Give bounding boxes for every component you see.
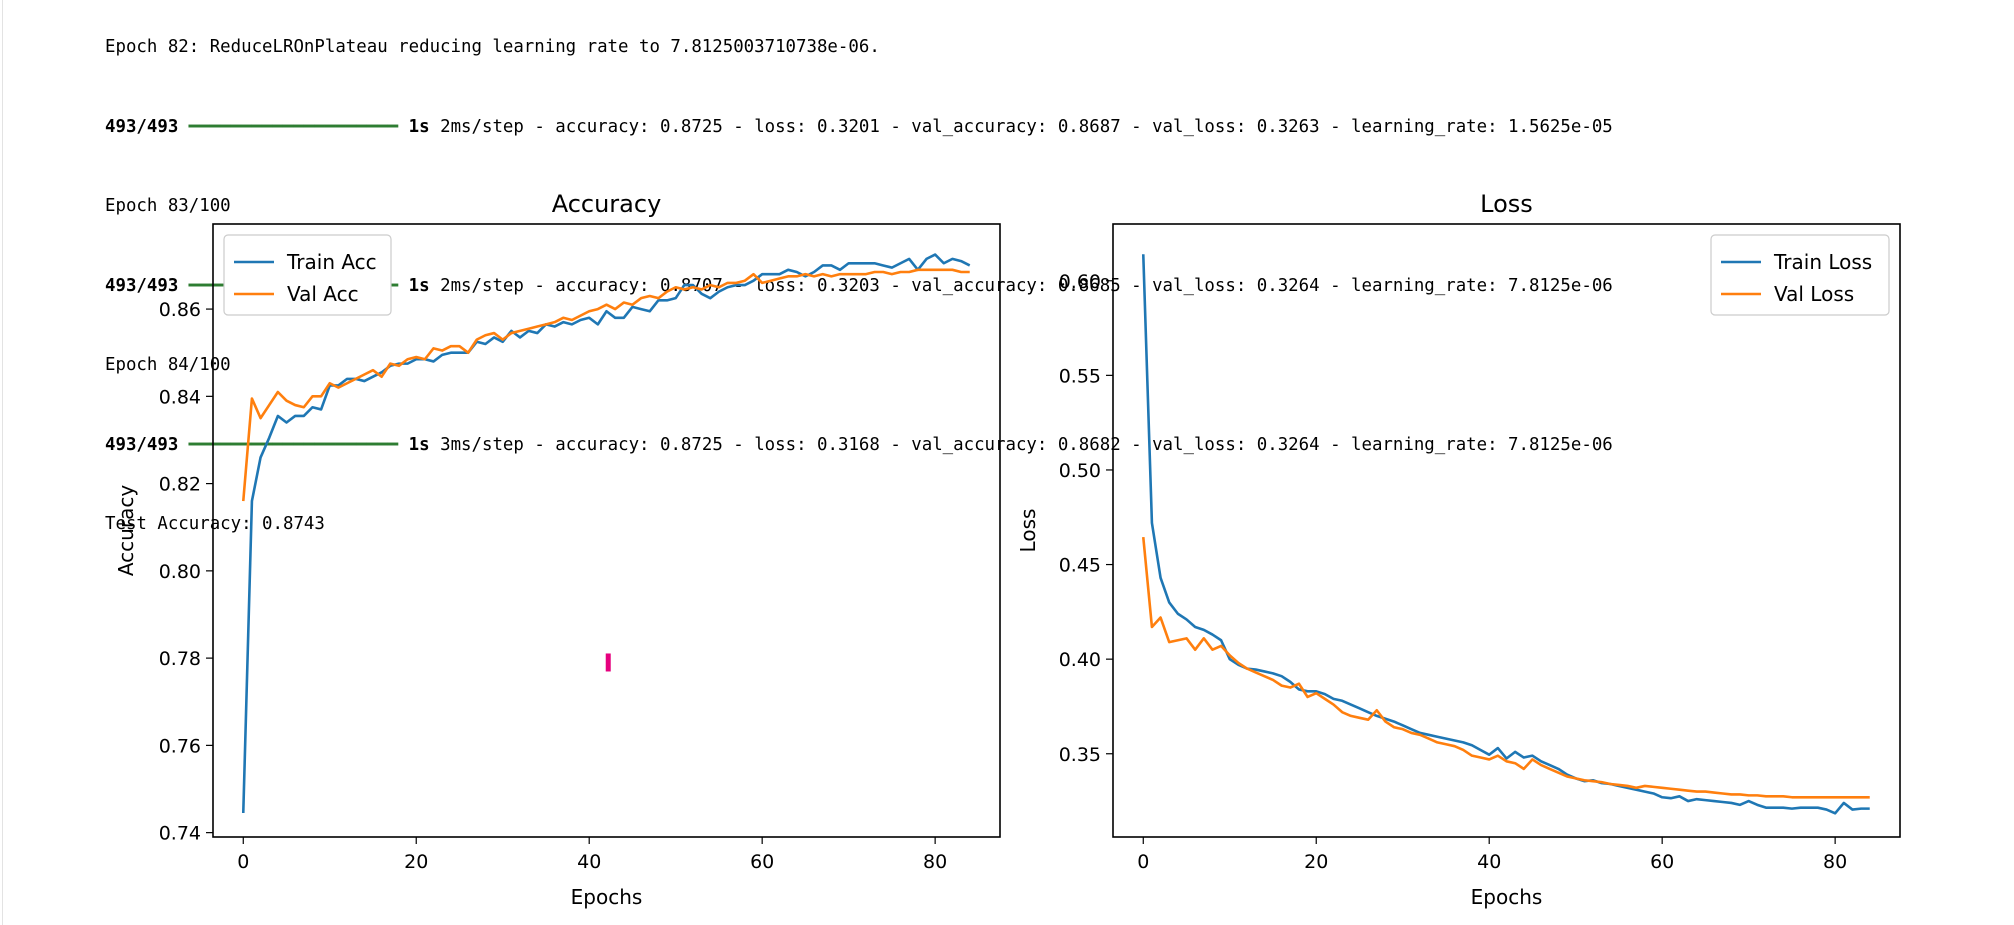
- x-tick-label: 60: [750, 851, 774, 873]
- chart-title: Accuracy: [552, 190, 662, 218]
- log-time: 1s: [408, 434, 430, 455]
- accuracy-chart: Accuracy 0 20 40 60 80 0.74 0.76 0.78 0.80 0.82 0.8…: [110, 180, 1010, 910]
- x-axis-label: Epochs: [1471, 885, 1543, 909]
- x-tick-label: 80: [923, 851, 947, 873]
- x-tick-label: 20: [404, 851, 428, 873]
- log-steps: 493/493: [105, 116, 179, 137]
- log-steps: 493/493: [105, 275, 179, 296]
- y-tick-label: 0.86: [159, 299, 201, 321]
- loss-chart: Loss 0 20 40 60 80 0.35 0.40 0.45 0.50 0.55 0.60 Epo…: [1010, 180, 1910, 910]
- y-axis-label: Accuracy: [114, 485, 138, 576]
- legend: Train Loss Val Loss: [1710, 234, 1890, 316]
- x-tick-label: 40: [1477, 851, 1501, 873]
- x-axis-label: Epochs: [571, 885, 643, 909]
- y-tick-label: 0.35: [1059, 744, 1101, 766]
- log-line-epoch: Epoch 83/100: [105, 196, 231, 216]
- legend-label: Val Acc: [287, 282, 359, 306]
- x-tick-label: 80: [1823, 851, 1847, 873]
- log-metrics: 2ms/step - accuracy: 0.8725 - loss: 0.32…: [440, 116, 1613, 137]
- y-tick-label: 0.40: [1059, 649, 1101, 671]
- y-tick-label: 0.76: [159, 735, 201, 757]
- log-time: 1s: [408, 275, 430, 296]
- accuracy-chart-svg: Accuracy 0 20 40 60 80 0.74 0.76 0.78 0.80 0.82 0.8…: [114, 190, 1001, 909]
- output-cell-border: [2, 0, 3, 925]
- y-tick-label: 0.78: [159, 648, 201, 670]
- log-line-test-accuracy: Test Accuracy: 0.8743: [105, 514, 325, 534]
- series-line-train-loss: [1141, 254, 1870, 815]
- y-tick-label: 0.82: [159, 474, 201, 496]
- x-tick-label: 60: [1650, 851, 1674, 873]
- log-line-lr-reduce: Epoch 82: ReduceLROnPlateau reducing lea…: [105, 37, 880, 57]
- log-line-progress: 493/493 ━━━━━━━━━━━━━━━━━━━━ 1s 3ms/step…: [105, 432, 1613, 459]
- y-tick-label: 0.80: [159, 561, 201, 583]
- loss-chart-svg: Loss 0 20 40 60 80 0.35 0.40 0.45 0.50 0.55 0.60 Epo…: [1016, 190, 1901, 909]
- progress-bar: ━━━━━━━━━━━━━━━━━━━━: [188, 434, 399, 455]
- plot-frame: [1112, 223, 1901, 838]
- x-tick-label: 0: [1137, 851, 1149, 873]
- log-steps: 493/493: [105, 434, 179, 455]
- y-tick-label: 0.55: [1059, 365, 1101, 387]
- progress-bar: ━━━━━━━━━━━━━━━━━━━━: [188, 116, 399, 137]
- series-line-val-loss: [1141, 536, 1870, 799]
- y-tick-label: 0.60: [1059, 271, 1101, 293]
- legend-label: Train Loss: [1773, 250, 1872, 274]
- log-metrics: 3ms/step - accuracy: 0.8725 - loss: 0.31…: [440, 434, 1613, 455]
- plot-frame: [212, 223, 1001, 838]
- log-time: 1s: [408, 116, 430, 137]
- series-line-val-acc: [241, 268, 970, 502]
- legend-label: Val Loss: [1774, 282, 1854, 306]
- log-line-progress: 493/493 ━━━━━━━━━━━━━━━━━━━━ 1s 2ms/step…: [105, 114, 1613, 141]
- y-tick-label: 0.84: [159, 386, 201, 408]
- chart-title: Loss: [1480, 190, 1533, 218]
- y-axis-label: Loss: [1016, 509, 1040, 553]
- log-line-epoch: Epoch 84/100: [105, 355, 231, 375]
- y-tick-label: 0.50: [1059, 460, 1101, 482]
- legend-label: Train Acc: [286, 250, 377, 274]
- y-tick-label: 0.45: [1059, 555, 1101, 577]
- x-tick-label: 40: [577, 851, 601, 873]
- text-cursor-marker: [605, 653, 611, 672]
- y-tick-label: 0.74: [159, 823, 201, 845]
- x-tick-label: 0: [237, 851, 249, 873]
- series-line-train-acc: [241, 253, 971, 814]
- x-tick-label: 20: [1304, 851, 1328, 873]
- legend: Train Acc Val Acc: [223, 234, 392, 316]
